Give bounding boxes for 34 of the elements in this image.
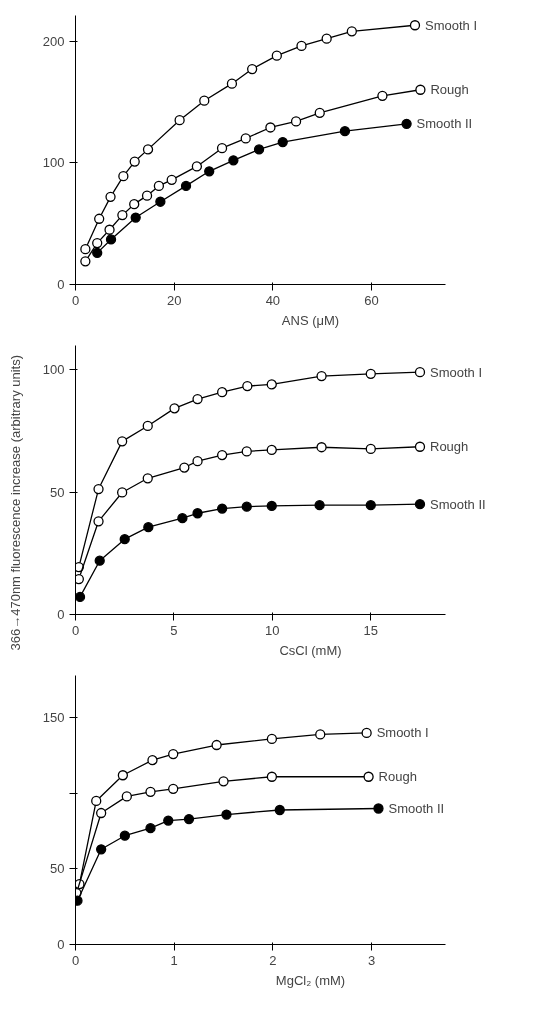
- y-tick-label: 0: [57, 277, 65, 292]
- x-tick-label: 10: [265, 622, 280, 638]
- series-label: Smooth I: [376, 725, 429, 741]
- y-axis-title: 366→470nm fluorescence increase (arbitrary units): [8, 354, 23, 651]
- y-tick-label: 150: [42, 710, 65, 726]
- series-label: Smooth II: [429, 496, 486, 512]
- x-tick-label: 1: [170, 952, 178, 968]
- y-tick-label: 50: [50, 861, 65, 877]
- x-axis-title: MgCl₂ (mM): [275, 972, 346, 988]
- x-tick-label: 40: [265, 292, 281, 308]
- x-tick-label: 15: [363, 622, 379, 638]
- series-label: Rough: [378, 769, 417, 785]
- y-tick-label: 200: [42, 33, 65, 49]
- y-tick-label: 50: [50, 484, 65, 500]
- x-tick-label: 0: [71, 952, 80, 968]
- series-label: Rough: [429, 439, 469, 455]
- x-tick-label: 20: [166, 292, 182, 308]
- y-tick-label: 0: [57, 607, 65, 622]
- x-tick-label: 0: [71, 292, 80, 308]
- x-tick-label: 2: [269, 952, 277, 968]
- series-label: Smooth I: [424, 17, 478, 33]
- y-tick-label: 100: [42, 362, 65, 378]
- series-label: Smooth II: [416, 116, 473, 132]
- x-tick-label: 60: [364, 292, 379, 308]
- x-tick-label: 3: [367, 952, 376, 968]
- series-label: Smooth II: [388, 800, 445, 816]
- series-label: Rough: [430, 82, 469, 98]
- x-axis-title: CsCl (mM): [279, 642, 342, 658]
- series-label: Smooth I: [429, 364, 483, 380]
- y-tick-label: 0: [57, 937, 65, 952]
- x-tick-label: 5: [170, 622, 178, 638]
- x-tick-label: 0: [71, 622, 80, 638]
- x-axis-title: ANS (μM): [281, 312, 340, 328]
- y-tick-label: 100: [42, 155, 65, 171]
